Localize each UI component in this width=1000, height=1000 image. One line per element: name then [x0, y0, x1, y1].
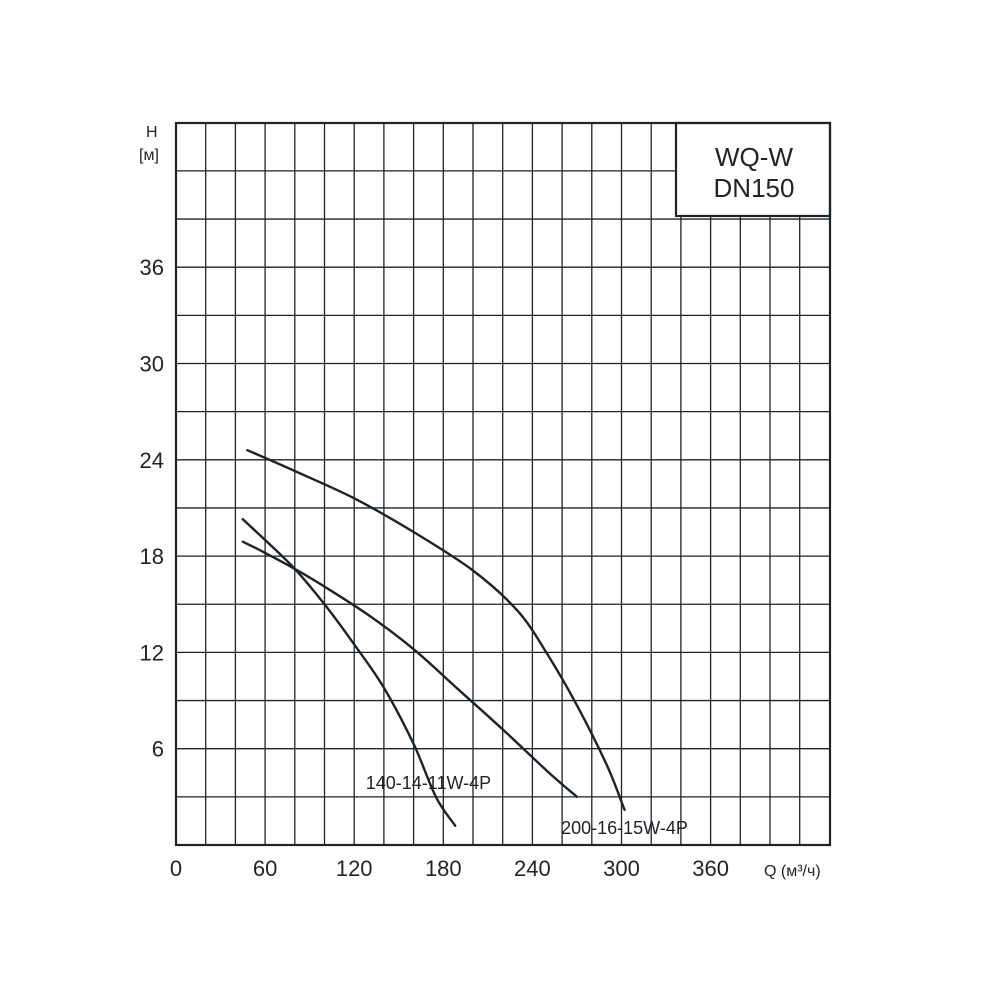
y-tick-label: 6 — [152, 737, 164, 762]
curve-unlabeled — [241, 540, 579, 799]
plot-frame — [174, 121, 832, 847]
y-tick-label: 36 — [140, 255, 164, 280]
title-box: WQ-W DN150 — [674, 121, 832, 218]
x-tick-label: 0 — [170, 856, 182, 881]
title-box-frame — [674, 121, 832, 218]
curves — [241, 449, 626, 827]
y-tick-label: 24 — [140, 448, 164, 473]
y-tick-label: 30 — [140, 352, 164, 377]
x-tick-label: 240 — [514, 856, 551, 881]
y-tick-label: 18 — [140, 544, 164, 569]
title-line-1: WQ-W — [715, 142, 793, 172]
x-tick-label: 180 — [425, 856, 462, 881]
curve-labels: 140-14-11W-4P 200-16-15W-4P — [366, 773, 688, 838]
y-axis-ticks: 6 12 18 24 30 36 — [140, 255, 164, 762]
x-tick-label: 60 — [253, 856, 277, 881]
y-axis-label-line-2: [м] — [139, 147, 159, 164]
y-axis-label-line-1: H — [146, 124, 158, 141]
curve-label: 140-14-11W-4P — [366, 773, 491, 793]
x-tick-label: 120 — [336, 856, 373, 881]
grid — [176, 123, 830, 845]
x-axis-ticks: 0 60 120 180 240 300 360 — [170, 856, 729, 881]
curve-140-14-11w-4p — [241, 518, 457, 827]
curve-label: 200-16-15W-4P — [561, 818, 688, 838]
y-tick-label: 12 — [140, 640, 164, 665]
x-axis-label: Q (м³/ч) — [764, 863, 821, 880]
x-tick-label: 360 — [692, 856, 729, 881]
title-line-2: DN150 — [714, 173, 795, 203]
curve-200-16-15w-4p — [246, 449, 626, 811]
x-tick-label: 300 — [603, 856, 640, 881]
